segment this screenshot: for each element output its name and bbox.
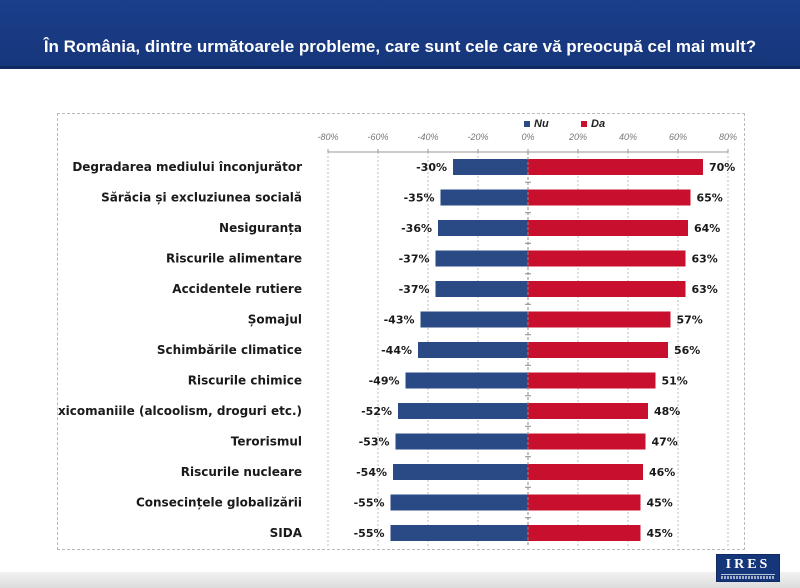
value-label-da: 65%	[697, 192, 723, 205]
category-label: Accidentele rutiere	[172, 282, 302, 296]
value-label-da: 70%	[709, 161, 735, 174]
bar-nu	[398, 403, 528, 419]
logo-text: IRES	[725, 557, 771, 572]
value-label-da: 64%	[694, 222, 720, 235]
category-label: Schimbările climatice	[157, 343, 302, 357]
category-label: Riscurile chimice	[188, 374, 302, 388]
bar-nu	[405, 372, 528, 389]
bar-nu	[440, 189, 528, 206]
value-label-da: 51%	[662, 375, 688, 388]
bar-nu	[393, 464, 528, 480]
value-label-da: 45%	[647, 527, 673, 540]
category-label: Riscurile nucleare	[181, 465, 302, 479]
x-tick-label: 20%	[568, 132, 587, 142]
value-label-nu: -35%	[404, 192, 435, 205]
chart-svg: -80% -60% -40% -20% 0% 20% 40% 60% 80% Nu Da Degrad…	[58, 118, 737, 546]
value-label-nu: -30%	[416, 161, 447, 174]
ires-logo: IRES	[716, 554, 780, 582]
x-tick-label: -60%	[367, 132, 388, 142]
value-label-nu: -37%	[399, 283, 430, 296]
bar-da	[528, 342, 668, 358]
legend-label-da: Da	[591, 118, 605, 130]
x-tick-label: 0%	[521, 132, 534, 142]
value-label-nu: -44%	[381, 344, 412, 357]
value-label-da: 63%	[692, 253, 718, 266]
category-label: Sărăcia și excluziunea socială	[101, 191, 302, 205]
bar-da	[528, 433, 646, 450]
value-label-nu: -54%	[356, 466, 387, 479]
bar-nu	[435, 281, 528, 297]
logo-divider	[721, 574, 775, 575]
bar-da	[528, 372, 656, 389]
bar-da	[528, 403, 648, 419]
bar-nu	[418, 342, 528, 358]
bar-nu	[438, 220, 528, 236]
header-bar: În România, dintre următoarele probleme,…	[0, 0, 800, 69]
bar-da	[528, 159, 703, 175]
footer-bar	[0, 572, 800, 588]
category-label: Toxicomaniile (alcoolism, droguri etc.)	[58, 404, 302, 418]
bar-da	[528, 525, 641, 541]
bar-da	[528, 281, 686, 297]
x-tick-label: -80%	[317, 132, 338, 142]
category-label: Nesiguranța	[219, 221, 302, 235]
x-tick-label: -40%	[417, 132, 438, 142]
value-label-nu: -55%	[354, 497, 385, 510]
category-label: Consecințele globalizării	[136, 496, 302, 510]
value-label-nu: -55%	[354, 527, 385, 540]
legend-swatch-nu	[524, 121, 530, 127]
bar-da	[528, 494, 641, 511]
value-label-da: 56%	[674, 344, 700, 357]
bar-nu	[390, 494, 528, 511]
value-label-da: 63%	[692, 283, 718, 296]
bar-nu	[453, 159, 528, 175]
bar-nu	[435, 250, 528, 267]
x-tick-label: 80%	[719, 132, 737, 142]
value-label-da: 47%	[652, 436, 678, 449]
bar-nu	[390, 525, 528, 541]
value-label-da: 48%	[654, 405, 680, 418]
value-label-da: 57%	[677, 314, 703, 327]
value-label-nu: -43%	[384, 314, 415, 327]
category-label: SIDA	[270, 526, 303, 540]
bar-da	[528, 250, 686, 267]
page-title: În România, dintre următoarele probleme,…	[43, 37, 757, 56]
legend-swatch-da	[581, 121, 587, 127]
category-label: Riscurile alimentare	[166, 252, 302, 266]
bar-da	[528, 220, 688, 236]
chart-area: -80% -60% -40% -20% 0% 20% 40% 60% 80% Nu Da Degrad…	[57, 113, 745, 550]
legend-label-nu: Nu	[534, 118, 549, 130]
category-label: Șomajul	[248, 313, 302, 327]
bar-da	[528, 189, 691, 206]
value-label-da: 46%	[649, 466, 675, 479]
value-label-nu: -52%	[361, 405, 392, 418]
x-tick-label: -20%	[467, 132, 488, 142]
value-label-nu: -37%	[399, 253, 430, 266]
bar-da	[528, 464, 643, 480]
value-label-nu: -36%	[401, 222, 432, 235]
x-tick-label: 40%	[619, 132, 637, 142]
value-label-nu: -49%	[369, 375, 400, 388]
category-label: Terorismul	[231, 435, 302, 449]
bar-nu	[395, 433, 528, 450]
x-tick-label: 60%	[669, 132, 687, 142]
value-label-nu: -53%	[359, 436, 390, 449]
category-label: Degradarea mediului înconjurător	[72, 160, 302, 174]
bar-nu	[420, 311, 528, 328]
bar-da	[528, 311, 671, 328]
value-label-da: 45%	[647, 497, 673, 510]
logo-subtitle-mark	[721, 576, 775, 579]
